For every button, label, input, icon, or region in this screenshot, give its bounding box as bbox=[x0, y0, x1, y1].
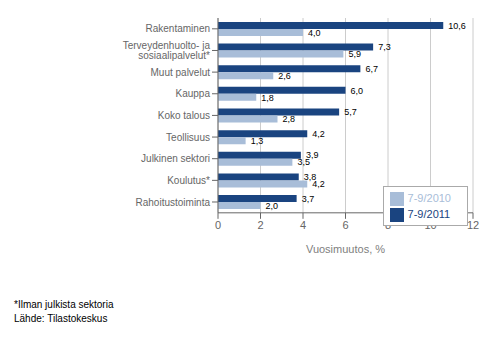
svg-text:3,5: 3,5 bbox=[297, 157, 310, 167]
svg-text:Koulutus*: Koulutus* bbox=[167, 175, 210, 186]
svg-text:6,7: 6,7 bbox=[365, 64, 378, 74]
svg-text:4,0: 4,0 bbox=[308, 28, 321, 38]
svg-text:4,2: 4,2 bbox=[312, 179, 325, 189]
svg-text:3,7: 3,7 bbox=[302, 194, 315, 204]
html-text:7-9/2010: 7-9/2010 bbox=[407, 192, 451, 204]
svg-text:2,0: 2,0 bbox=[266, 201, 279, 211]
svg-text:5,9: 5,9 bbox=[348, 49, 361, 59]
svg-text:5,7: 5,7 bbox=[344, 107, 357, 117]
svg-text:3,9: 3,9 bbox=[305, 150, 319, 161]
svg-text:4: 4 bbox=[300, 219, 306, 231]
svg-text:4,2: 4,2 bbox=[312, 129, 325, 139]
svg-text:12: 12 bbox=[467, 219, 479, 231]
svg-text:Teollisuus: Teollisuus bbox=[166, 132, 210, 143]
svg-text:1,8: 1,8 bbox=[261, 93, 274, 103]
svg-text:8: 8 bbox=[385, 219, 391, 231]
svg-text:2,6: 2,6 bbox=[278, 71, 291, 81]
svg-text:6: 6 bbox=[342, 219, 348, 231]
svg-text:Koko talous: Koko talous bbox=[158, 110, 210, 121]
svg-text:Terveydenhuolto- jasosiaalipal: Terveydenhuolto- jasosiaalipalvelut* bbox=[123, 40, 211, 61]
svg-text:7,3: 7,3 bbox=[378, 42, 391, 52]
svg-text:3,8: 3,8 bbox=[303, 172, 317, 183]
svg-text:Vuosimuutos, %: Vuosimuutos, % bbox=[306, 243, 385, 255]
svg-text:0: 0 bbox=[215, 219, 221, 231]
svg-text:Rahoitustoiminta: Rahoitustoiminta bbox=[136, 197, 211, 208]
svg-text:10: 10 bbox=[424, 219, 436, 231]
svg-text:2,8: 2,8 bbox=[283, 114, 296, 124]
svg-text:2: 2 bbox=[257, 219, 263, 231]
svg-text:6,0: 6,0 bbox=[351, 86, 364, 96]
html-text:Lähde: Tilastokeskus: Lähde: Tilastokeskus bbox=[14, 313, 108, 324]
svg-text:Kauppa: Kauppa bbox=[176, 88, 211, 99]
html-text:*Ilman julkista sektoria: *Ilman julkista sektoria bbox=[14, 299, 114, 310]
svg-text:1,3: 1,3 bbox=[251, 136, 264, 146]
svg-text:Muut palvelut: Muut palvelut bbox=[151, 67, 211, 78]
svg-text:Julkinen sektori: Julkinen sektori bbox=[141, 153, 210, 164]
svg-text:10,6: 10,6 bbox=[448, 21, 466, 31]
svg-text:Rakentaminen: Rakentaminen bbox=[146, 23, 210, 34]
html-text:7-9/2011: 7-9/2011 bbox=[407, 208, 451, 221]
